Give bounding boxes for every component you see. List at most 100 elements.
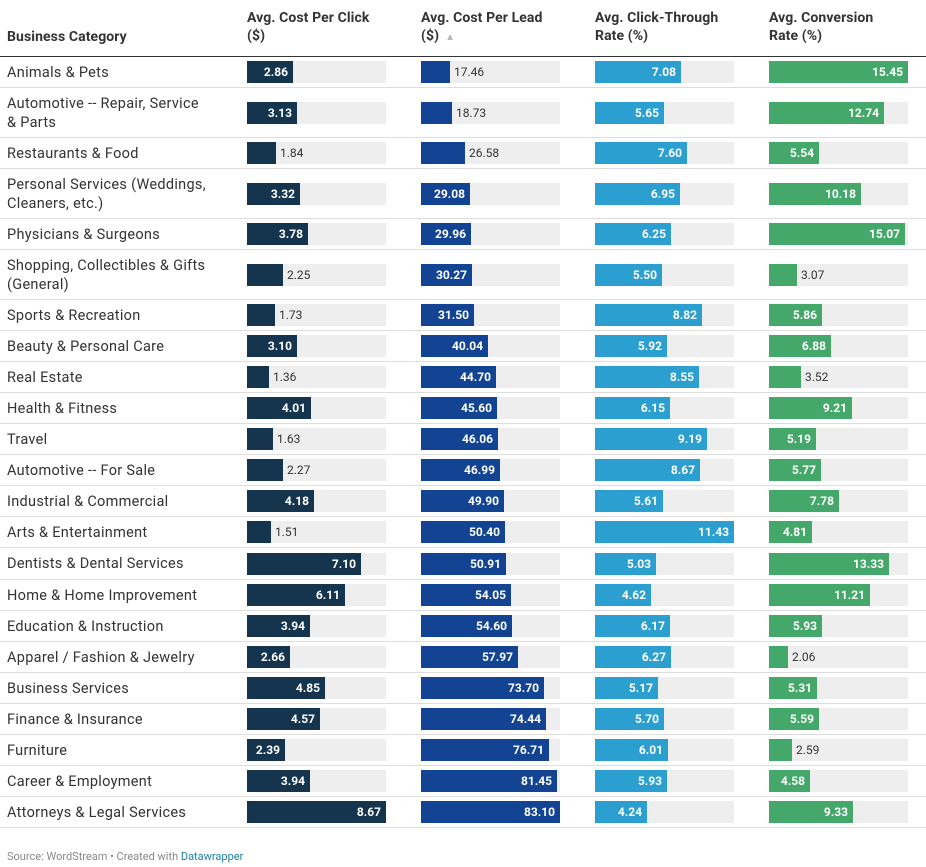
bar-cvr: [769, 428, 816, 450]
value-label-cpc: 2.66: [260, 650, 285, 664]
category-label-line: Animals & Pets: [7, 64, 109, 81]
table-row: Home & Home Improvement 6.11 54.05 4.62 11.2…: [0, 580, 926, 611]
bar-track-cpl: 40.04: [421, 335, 560, 357]
bar-cpc: [247, 553, 361, 575]
header-cvr[interactable]: Avg. Conversion Rate (%): [769, 9, 873, 45]
category-label: Personal Services (Weddings, Cleaners, et…: [7, 175, 206, 213]
bar-ctr: [595, 553, 656, 575]
row-divider: [0, 137, 926, 138]
bar-track-cpc: 3.78: [247, 223, 386, 245]
row-divider: [0, 249, 926, 250]
header-cpc[interactable]: Avg. Cost Per Click ($): [247, 9, 369, 45]
bar-cvr: [769, 646, 788, 668]
sort-ascending-icon[interactable]: ▲: [445, 32, 456, 43]
bar-track-cvr: 5.77: [769, 459, 908, 481]
row-divider: [0, 672, 926, 673]
category-label-line: Education & Instruction: [7, 618, 164, 635]
value-label-cpc: 3.13: [267, 106, 292, 120]
bar-track-cvr: 7.78: [769, 490, 908, 512]
value-label-ctr: 8.55: [669, 370, 694, 384]
bar-cpc: [247, 584, 345, 606]
value-label-cpl: 26.58: [469, 146, 500, 160]
header-cpl[interactable]: Avg. Cost Per Lead ($) ▲: [421, 9, 542, 47]
table-row: Real Estate 1.36 44.70 8.55 3.52: [0, 362, 926, 393]
bar-track-cpl: 54.60: [421, 615, 560, 637]
category-label-line: Beauty & Personal Care: [7, 338, 165, 355]
bar-cpc: [247, 521, 271, 543]
bar-ctr: [595, 459, 700, 481]
datawrapper-link[interactable]: Datawrapper: [180, 850, 244, 863]
value-label-cvr: 5.77: [791, 463, 816, 477]
bar-track-cvr: 5.31: [769, 677, 908, 699]
header-category[interactable]: Business Category: [7, 28, 127, 46]
bar-track-cvr: 15.45: [769, 61, 908, 83]
row-divider: [0, 827, 926, 828]
category-label: Restaurants & Food: [7, 144, 139, 163]
bar-track-ctr: 5.61: [595, 490, 734, 512]
value-label-cpc: 8.67: [356, 805, 381, 819]
bar-track-cvr: 5.59: [769, 708, 908, 730]
header-label-line: ($): [421, 28, 440, 44]
header-ctr[interactable]: Avg. Click-Through Rate (%): [595, 9, 718, 45]
bar-cvr: [769, 584, 870, 606]
bar-cpc: [247, 183, 300, 205]
bar-track-ctr: 7.08: [595, 61, 734, 83]
category-label-line: Career & Employment: [7, 773, 153, 790]
bar-cpc: [247, 264, 283, 286]
bar-track-cpl: 49.90: [421, 490, 560, 512]
value-label-ctr: 5.65: [634, 106, 659, 120]
category-label: Furniture: [7, 741, 67, 760]
category-label: Apparel / Fashion & Jewelry: [7, 648, 195, 667]
bar-ctr: [595, 770, 667, 792]
bar-track-cpl: 54.05: [421, 584, 560, 606]
bar-track-cpc: 2.39: [247, 739, 386, 761]
value-label-cpl: 54.05: [474, 588, 506, 602]
bar-track-cpl: 83.10: [421, 801, 560, 823]
bar-track-cpl: 30.27: [421, 264, 560, 286]
bar-cpc: [247, 223, 308, 245]
bar-track-ctr: 4.24: [595, 801, 734, 823]
bar-cpl: [421, 102, 452, 124]
row-divider: [0, 392, 926, 393]
bar-track-cvr: 6.88: [769, 335, 908, 357]
value-label-cpl: 50.91: [469, 557, 501, 571]
bar-cpl: [421, 739, 549, 761]
bar-track-cpc: 1.63: [247, 428, 386, 450]
category-label-line: Arts & Entertainment: [7, 524, 148, 541]
bar-cpl: [421, 264, 472, 286]
category-label: Business Services: [7, 679, 129, 698]
bar-track-cpc: 7.10: [247, 553, 386, 575]
bar-cpc: [247, 397, 311, 419]
bar-track-ctr: 9.19: [595, 428, 734, 450]
bar-track-ctr: 5.17: [595, 677, 734, 699]
table-row: Shopping, Collectibles & Gifts (General) 2…: [0, 250, 926, 300]
bar-track-ctr: 6.27: [595, 646, 734, 668]
value-label-cpc: 3.78: [278, 227, 303, 241]
bar-cpc: [247, 708, 320, 730]
category-label-line: Automotive -- Repair, Service: [7, 95, 199, 112]
category-label-line: Restaurants & Food: [7, 145, 139, 162]
value-label-cpc: 3.94: [280, 619, 305, 633]
category-label: Real Estate: [7, 368, 83, 387]
header-label-line: Avg. Cost Per Lead: [421, 10, 543, 26]
bar-cpl: [421, 366, 496, 388]
bar-track-cvr: 2.59: [769, 739, 908, 761]
value-label-cpc: 4.85: [295, 681, 320, 695]
category-label: Home & Home Improvement: [7, 586, 197, 605]
row-divider: [0, 547, 926, 548]
bar-cvr: [769, 490, 839, 512]
bar-track-cpc: 3.32: [247, 183, 386, 205]
bar-track-cvr: 5.54: [769, 142, 908, 164]
bar-track-cpc: 4.18: [247, 490, 386, 512]
category-label-line: Finance & Insurance: [7, 711, 143, 728]
category-label: Automotive -- For Sale: [7, 461, 155, 480]
value-label-cpl: 46.06: [461, 432, 493, 446]
bar-cvr: [769, 739, 792, 761]
value-label-cvr: 5.31: [787, 681, 812, 695]
value-label-cpl: 18.73: [456, 106, 487, 120]
value-label-cvr: 12.74: [847, 106, 879, 120]
bar-track-ctr: 5.50: [595, 264, 734, 286]
category-label: Education & Instruction: [7, 617, 164, 636]
category-label-line: Industrial & Commercial: [7, 493, 169, 510]
